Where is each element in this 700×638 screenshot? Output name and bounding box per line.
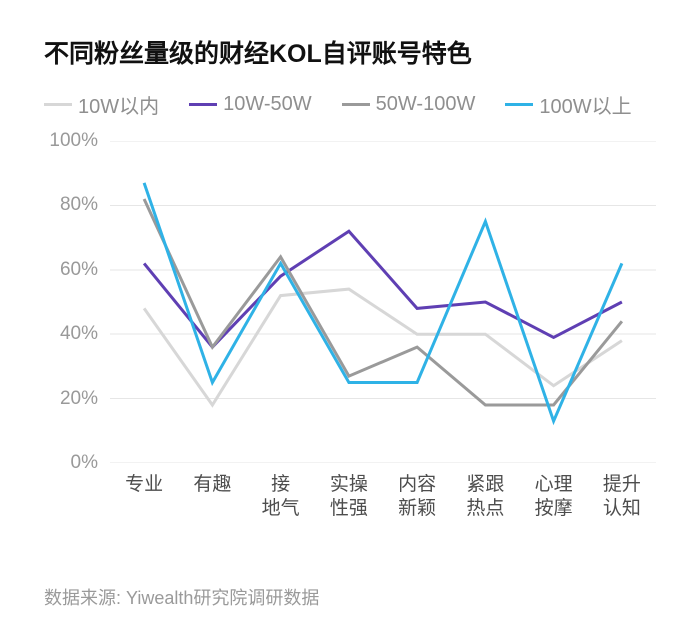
- x-tick-label: 实操性强: [315, 467, 383, 521]
- x-tick-label: 心理按摩: [520, 467, 588, 521]
- legend-label: 10W以内: [78, 90, 159, 119]
- x-tick-label: 专业: [110, 467, 178, 521]
- plot-region: [110, 141, 656, 463]
- x-axis-labels: 专业有趣接地气实操性强内容新颖紧跟热点心理按摩提升认知: [110, 467, 656, 521]
- y-tick-label: 60%: [60, 259, 98, 281]
- x-tick-label: 有趣: [178, 467, 246, 521]
- legend-label: 10W-50W: [223, 93, 312, 116]
- series-line: [144, 231, 622, 347]
- legend: 10W以内 10W-50W 50W-100W 100W以上: [44, 90, 656, 119]
- chart-card: 不同粉丝量级的财经KOL自评账号特色 10W以内10W-50W50W-100W1…: [0, 0, 700, 638]
- legend-label: 50W-100W: [376, 93, 476, 116]
- series-line: [144, 289, 622, 405]
- x-tick-label: 紧跟热点: [451, 467, 519, 521]
- y-tick-label: 20%: [60, 388, 98, 410]
- legend-item: 100W以上: [505, 90, 631, 119]
- x-tick-label: 内容新颖: [383, 467, 451, 521]
- legend-swatch: [44, 103, 72, 106]
- legend-item: 50W-100W: [342, 90, 476, 119]
- x-tick-label: 提升认知: [588, 467, 656, 521]
- legend-swatch: [342, 103, 370, 106]
- x-tick-label: 接地气: [247, 467, 315, 521]
- chart-title: 不同粉丝量级的财经KOL自评账号特色: [44, 34, 656, 70]
- legend-swatch: [505, 103, 533, 106]
- y-axis-labels: 0%20%40%60%80%100%: [44, 141, 104, 463]
- series-line: [144, 183, 622, 421]
- legend-swatch: [189, 103, 217, 106]
- y-tick-label: 40%: [60, 323, 98, 345]
- series-group: [144, 183, 622, 421]
- data-source: 数据来源: Yiwealth研究院调研数据: [44, 584, 319, 610]
- chart-svg: [110, 141, 656, 463]
- legend-item: 10W以内: [44, 90, 159, 119]
- y-tick-label: 100%: [49, 130, 98, 152]
- y-tick-label: 80%: [60, 194, 98, 216]
- y-tick-label: 0%: [71, 452, 98, 474]
- legend-label: 100W以上: [539, 90, 631, 119]
- legend-item: 10W-50W: [189, 90, 312, 119]
- chart-area: 0%20%40%60%80%100% 专业有趣接地气实操性强内容新颖紧跟热点心理…: [44, 141, 656, 521]
